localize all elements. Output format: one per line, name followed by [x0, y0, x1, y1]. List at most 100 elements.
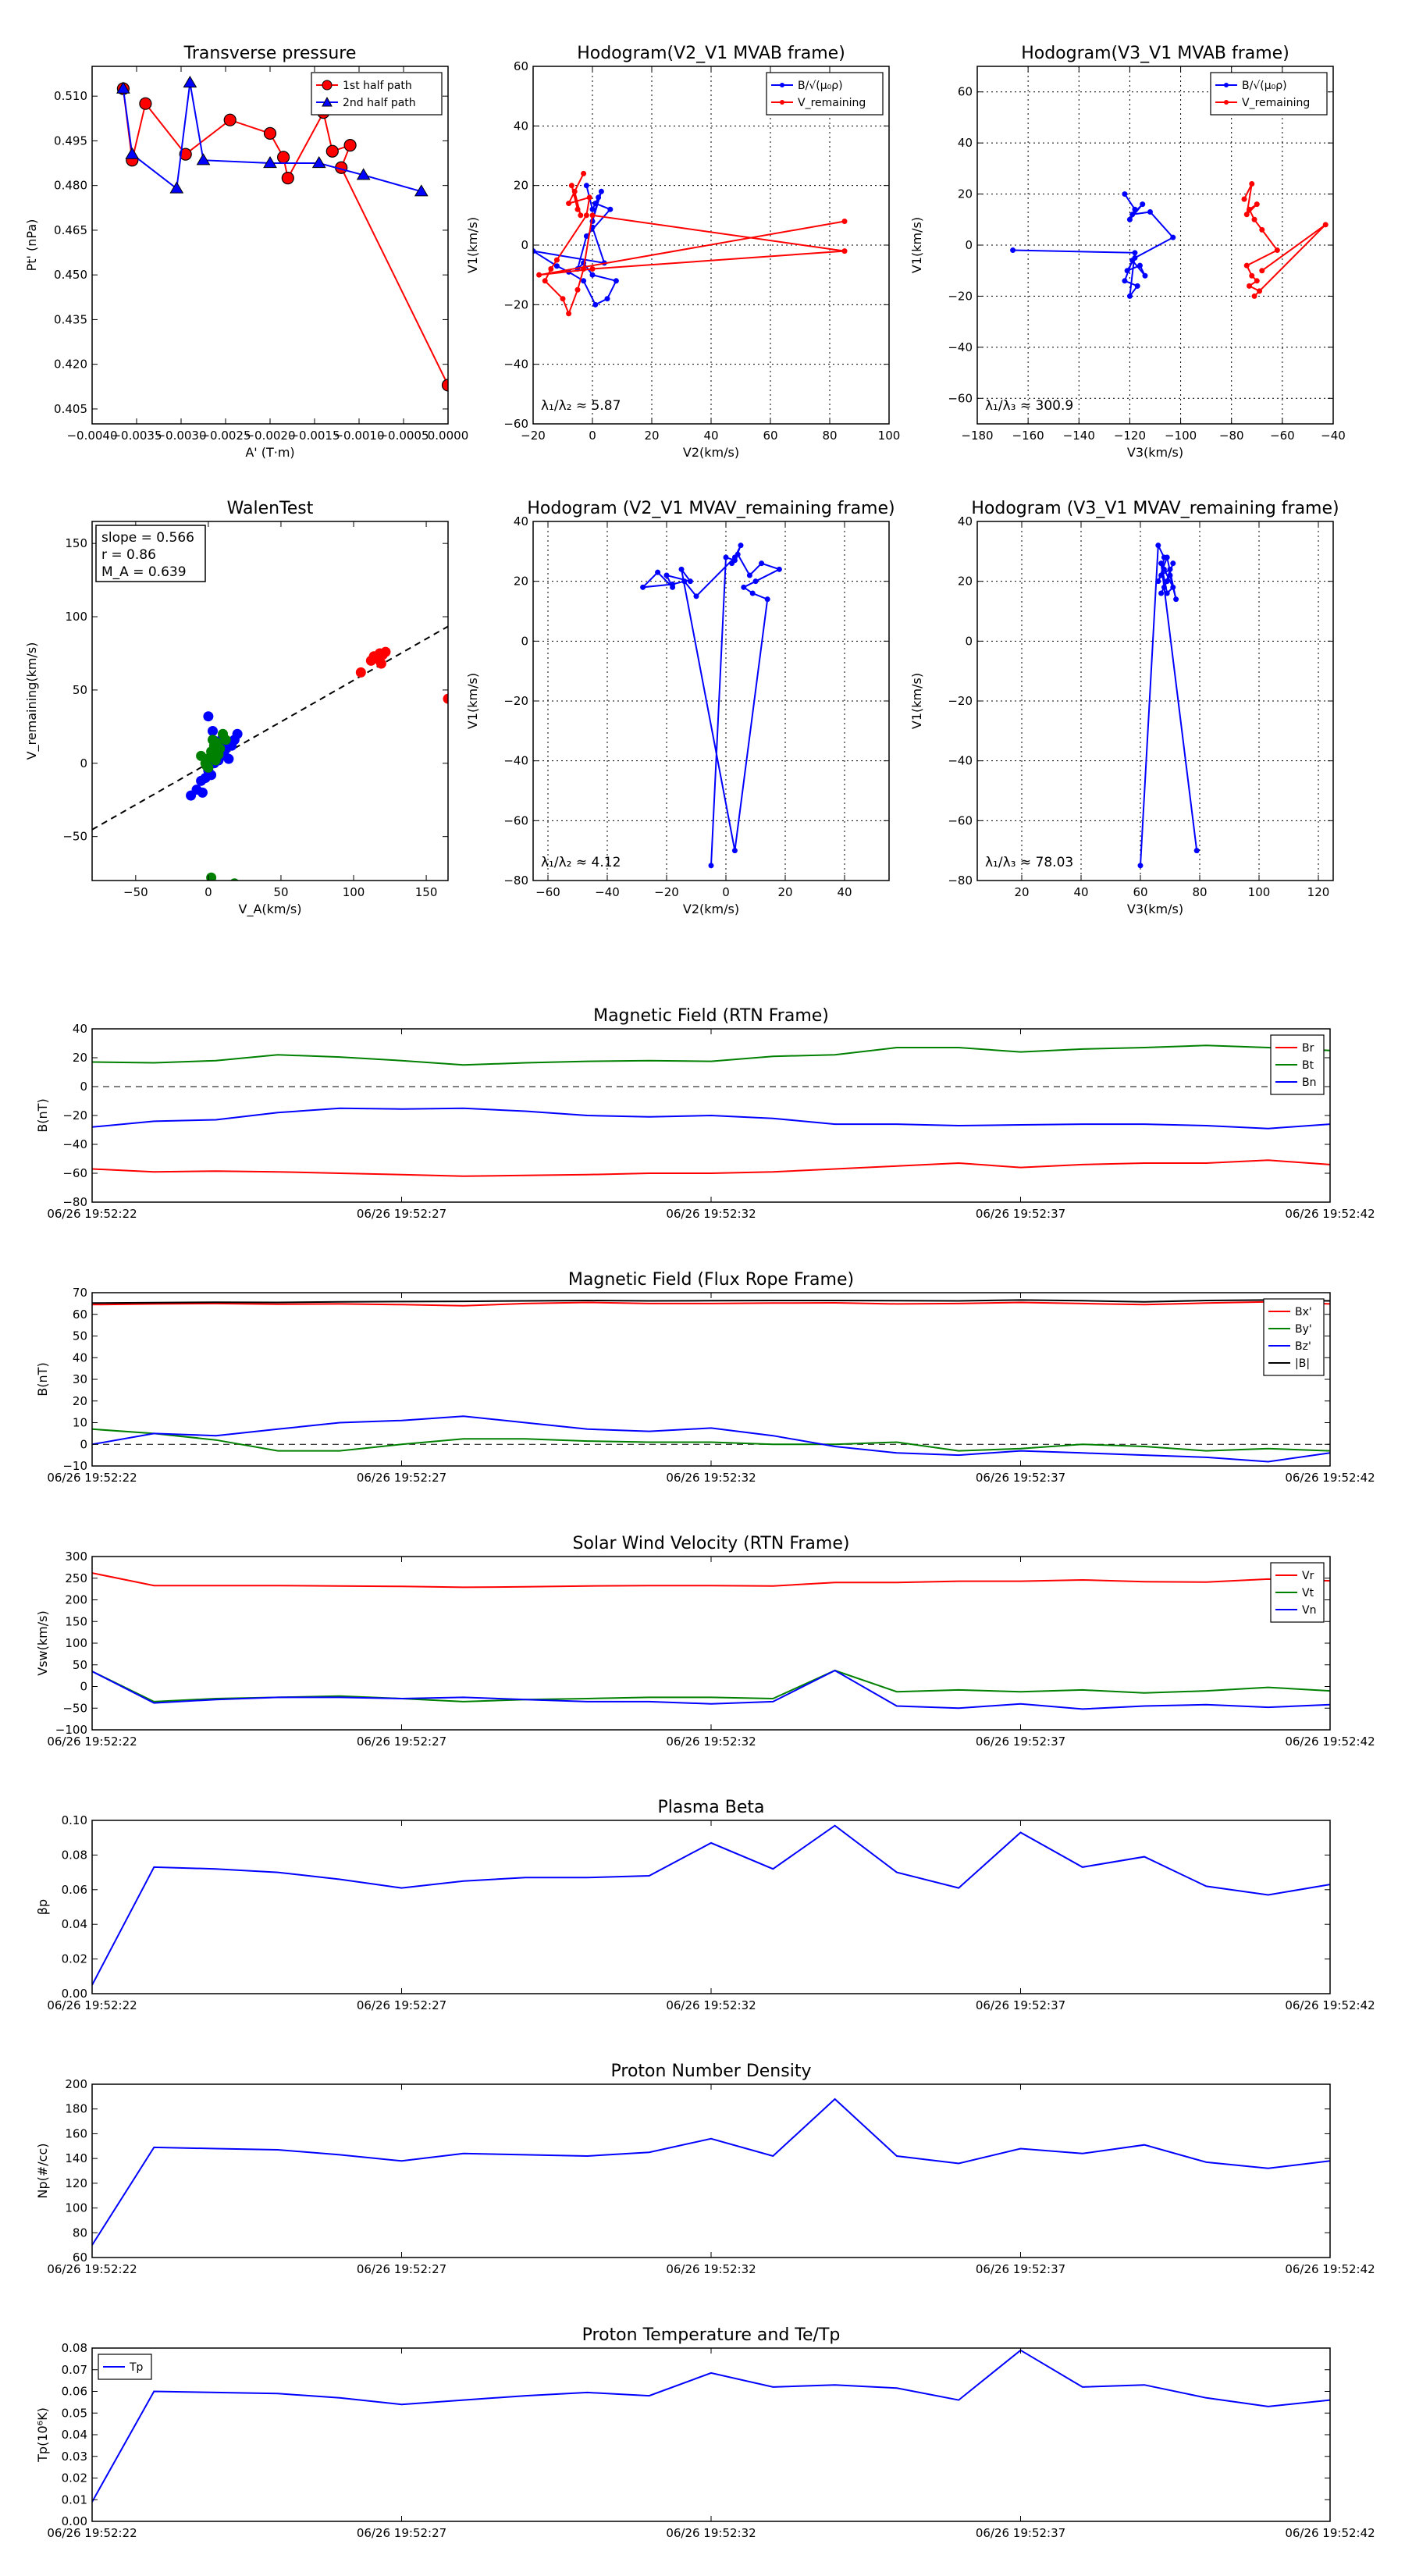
y-tick-label: 0: [521, 634, 528, 648]
series-blue-point: [681, 578, 688, 585]
chart-title: Plasma Beta: [658, 1798, 765, 1817]
legend-label: V_remaining: [798, 97, 866, 109]
chart-hodogram_v3v1_mvab: −180 −160 −140 −120 −100 −80 −60 −40 −60 −40 −20 0 2…: [909, 44, 1346, 460]
series-group: [640, 543, 782, 869]
y-tick-label: 0.02: [62, 2471, 87, 2485]
chart-proton_density: 06/26 19:52:22 06/26 19:52:27 06/26 19:52:…: [35, 2062, 1375, 2276]
y-tick-label: −20: [948, 694, 973, 708]
series-by-line: [92, 1428, 1330, 1452]
x-tick-label: −0.0015: [289, 429, 340, 443]
series-blue-point: [1167, 572, 1173, 578]
axes-frame: [91, 521, 449, 881]
series-group: [1010, 180, 1329, 299]
series-v-remaining-point: [1322, 222, 1329, 228]
legend-label: Bx': [1295, 1306, 1312, 1318]
y-tick-label: −60: [948, 813, 973, 827]
series-v-remaining-point: [1243, 262, 1250, 269]
plot-area: [92, 1820, 1330, 1994]
x-tick-label: 60: [763, 429, 777, 443]
y-tick-label: 0: [521, 238, 528, 252]
x-tick-label: 06/26 19:52:42: [1285, 1471, 1375, 1485]
y-tick-label: −20: [62, 1108, 87, 1123]
y-tick-label: 0.405: [54, 402, 87, 416]
y-tick-label: −60: [503, 813, 528, 827]
x-tick-label: −40: [1321, 429, 1346, 443]
y-tick-label: −80: [948, 873, 973, 888]
y-tick-label: 180: [65, 2102, 87, 2116]
y-tick-label: 0.06: [62, 1883, 87, 1897]
x-tick-label: 100: [878, 429, 901, 443]
x-tick-label: −20: [521, 429, 546, 443]
series-v-remaining-point: [553, 257, 560, 263]
series-blue-point: [1173, 596, 1179, 603]
y-tick-label: 70: [73, 1286, 87, 1300]
series-blue-point: [1137, 863, 1144, 869]
y-tick-label: 0.450: [54, 268, 87, 282]
series-red-point: [375, 658, 386, 669]
series-blue-point: [1170, 560, 1176, 567]
series-blue-point: [729, 560, 735, 567]
plot-area: [92, 2348, 1330, 2521]
series-b-point: [1132, 206, 1138, 212]
x-tick-label: 40: [703, 429, 718, 443]
legend-label: Vt: [1302, 1587, 1314, 1599]
y-tick-label: 0: [965, 634, 973, 648]
series-blue-point: [640, 584, 646, 590]
x-tick-label: 06/26 19:52:27: [357, 1998, 446, 2012]
series-blue-point: [670, 582, 676, 587]
legend-box: [311, 72, 443, 116]
series-b-point: [583, 233, 589, 240]
chart-title: Transverse pressure: [183, 44, 357, 63]
series-blue-point: [741, 584, 747, 590]
x-tick-label: −20: [654, 885, 679, 899]
series-1st-half-path-point: [343, 139, 357, 152]
series-b-point: [613, 278, 619, 284]
series-2nd-half-path-point: [263, 156, 277, 169]
series-blue-point: [1158, 590, 1165, 596]
legend: Tp: [98, 2354, 152, 2380]
series-b-point: [592, 201, 599, 207]
series-2nd-half-path-point: [183, 76, 197, 88]
series-v-remaining-point: [1251, 293, 1257, 299]
stats-box: [95, 525, 206, 582]
legend-label: Tp: [129, 2361, 144, 2374]
y-tick-label: 40: [514, 514, 528, 528]
series-b-point: [581, 278, 587, 284]
y-tick-label: −40: [62, 1137, 87, 1151]
series-group: [92, 1824, 1330, 1986]
series-1st-half-path-point: [441, 379, 448, 392]
series-b-point: [533, 248, 536, 254]
chart-hodogram_v2v1_mvav: −60 −40 −20 0 20 40−80−60−40−2002040Hodogram …: [465, 499, 895, 916]
legend-marker: [322, 96, 333, 107]
series-1st-half-path-point: [139, 97, 152, 110]
series-blue-point: [1155, 543, 1161, 549]
series-blue-point: [764, 596, 770, 603]
series-blue-point: [663, 572, 670, 578]
x-tick-label: −160: [1012, 429, 1044, 443]
series-b-point: [1170, 234, 1176, 240]
x-tick-label: 06/26 19:52:32: [666, 1735, 756, 1749]
y-axis-label: V1(km/s): [909, 217, 924, 273]
y-tick-label: 40: [73, 1350, 87, 1364]
y-axis-label: V1(km/s): [465, 673, 480, 729]
y-axis-label: B(nT): [35, 1362, 50, 1396]
x-axis-label: V2(km/s): [683, 902, 739, 916]
x-tick-label: 06/26 19:52:22: [47, 2262, 137, 2276]
x-tick-label: 0: [205, 885, 212, 899]
x-tick-label: −50: [123, 885, 148, 899]
series-v-remaining-point: [586, 194, 592, 201]
series-b-point: [1147, 208, 1153, 215]
series-group: [1137, 542, 1200, 869]
series-v-remaining-point: [1259, 226, 1265, 233]
y-axis-label: Vsw(km/s): [35, 1610, 50, 1675]
y-axis-label: B(nT): [35, 1098, 50, 1132]
series-blue-point: [203, 711, 214, 722]
series-blue-point: [1170, 584, 1176, 590]
x-tick-label: −80: [1219, 429, 1244, 443]
y-tick-label: 0.08: [62, 1848, 87, 1862]
series-v-remaining-point: [1274, 247, 1280, 254]
series-blue-point: [223, 753, 234, 764]
x-axis-label: V_A(km/s): [239, 902, 302, 917]
x-tick-label: 06/26 19:52:42: [1285, 1998, 1375, 2012]
x-axis-label: A' (T·m): [245, 445, 294, 460]
